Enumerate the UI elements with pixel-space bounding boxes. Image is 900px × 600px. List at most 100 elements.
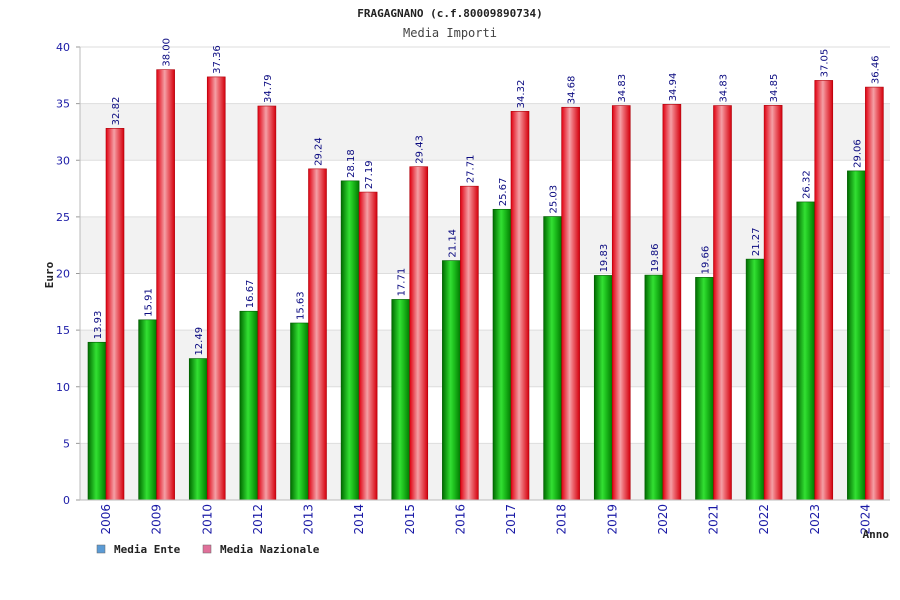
bar-media-ente-2009 [138,319,157,501]
x-tick-label: 2014 [352,504,366,535]
x-tick-label: 2017 [504,504,518,535]
value-label: 19.66 [701,246,712,275]
value-label: 34.79 [263,74,274,103]
x-tick-label: 2009 [150,504,164,535]
value-label: 32.82 [111,97,122,126]
value-label: 34.68 [567,76,578,105]
value-label: 19.86 [650,243,661,272]
value-label: 27.19 [364,160,375,189]
x-tick-label: 2010 [200,504,214,535]
value-label: 28.18 [346,149,357,178]
value-label: 15.91 [144,288,155,317]
x-tick-label: 2012 [251,504,265,535]
value-label: 25.03 [549,185,560,214]
x-tick-label: 2018 [555,504,569,535]
y-tick-label: 15 [56,324,70,337]
value-label: 36.46 [870,55,881,84]
x-tick-label: 2016 [453,504,467,535]
value-label: 12.49 [194,327,205,356]
bar-media-nazionale-2021 [713,105,732,501]
x-tick-label: 2019 [605,504,619,535]
bar-media-ente-2014 [340,180,360,501]
y-tick-label: 25 [56,211,70,224]
value-label: 26.32 [802,170,813,199]
value-labels: 13.93 32.82 15.91 38.00 12.49 37.36 16.67 34.79… [93,38,881,356]
value-label: 25.67 [498,178,509,207]
chart-title: FRAGAGNANO (c.f.80009890734) [357,7,542,20]
bar-media-nazionale-2023 [814,80,834,501]
value-label: 37.05 [820,49,831,78]
legend-swatch-media-nazionale [202,544,212,554]
x-axis-ticks: 2006 2009 2010 2012 2013 2014 2015 2016 2017 2018… [99,504,872,535]
bar-media-nazionale-2018 [561,106,580,501]
value-label: 19.83 [599,244,610,273]
bar-media-ente-2010 [188,358,208,501]
value-label: 17.71 [397,268,408,297]
value-label: 15.63 [296,291,307,320]
x-tick-label: 2020 [656,504,670,535]
y-axis-ticks: 0 5 10 15 20 25 30 35 40 [56,41,70,507]
bar-media-nazionale-2015 [409,166,429,501]
value-label: 27.71 [465,155,476,184]
bar-media-nazionale-2017 [510,111,530,501]
bar-media-nazionale-2009 [156,69,175,501]
bar-media-ente-2019 [593,275,613,501]
bar-media-nazionale-2006 [105,128,125,501]
value-label: 16.67 [245,280,256,309]
value-label: 38.00 [162,38,173,67]
bar-media-nazionale-2022 [763,105,783,501]
bar-media-ente-2022 [745,258,765,501]
x-axis-label: Anno [863,528,890,541]
value-label: 29.43 [415,135,426,164]
bar-media-ente-2015 [391,299,411,501]
y-tick-label: 40 [56,41,70,54]
legend-label-media-ente: Media Ente [114,543,181,556]
x-tick-label: 2015 [403,504,417,535]
value-label: 21.27 [751,227,762,256]
bar-media-nazionale-2014 [358,191,378,501]
bar-media-nazionale-2013 [308,168,327,501]
value-label: 13.93 [93,311,104,340]
bar-media-ente-2023 [796,201,816,501]
legend: Media Ente Media Nazionale [96,543,320,556]
x-tick-label: 2023 [808,504,822,535]
bar-media-nazionale-2019 [611,105,631,501]
bar-media-ente-2021 [695,277,714,501]
value-label: 29.24 [314,137,325,166]
y-tick-label: 35 [56,98,70,111]
y-tick-label: 0 [63,494,70,507]
bar-media-nazionale-2024 [865,86,884,501]
bar-media-ente-2016 [442,260,461,501]
value-label: 34.83 [617,74,628,103]
y-tick-label: 10 [56,381,70,394]
bar-media-ente-2012 [239,310,259,501]
bar-media-nazionale-2010 [206,76,226,501]
x-tick-label: 2021 [707,504,721,535]
y-tick-label: 5 [63,437,70,450]
x-tick-label: 2013 [302,504,316,535]
bar-media-ente-2020 [644,274,664,501]
value-label: 29.06 [852,139,863,168]
legend-label-media-nazionale: Media Nazionale [220,543,320,556]
y-axis-label: Euro [43,261,56,288]
x-tick-label: 2006 [99,504,113,535]
bar-media-nazionale-2020 [662,104,682,501]
bar-media-ente-2018 [543,216,562,501]
x-tick-label: 2024 [858,504,872,535]
value-label: 34.32 [516,80,527,109]
bar-media-ente-2013 [290,322,309,501]
bar-media-ente-2017 [492,208,512,501]
y-tick-label: 30 [56,154,70,167]
value-label: 34.94 [668,73,679,102]
legend-swatch-media-ente [96,544,106,554]
bar-media-ente-2024 [847,170,866,501]
bar-media-nazionale-2012 [257,105,277,501]
bar-media-ente-2006 [87,341,107,501]
chart-subtitle: Media Importi [403,26,497,40]
value-label: 21.14 [447,229,458,258]
y-tick-label: 20 [56,268,70,281]
bar-media-nazionale-2016 [460,185,479,501]
value-label: 34.85 [769,74,780,103]
value-label: 34.83 [719,74,730,103]
